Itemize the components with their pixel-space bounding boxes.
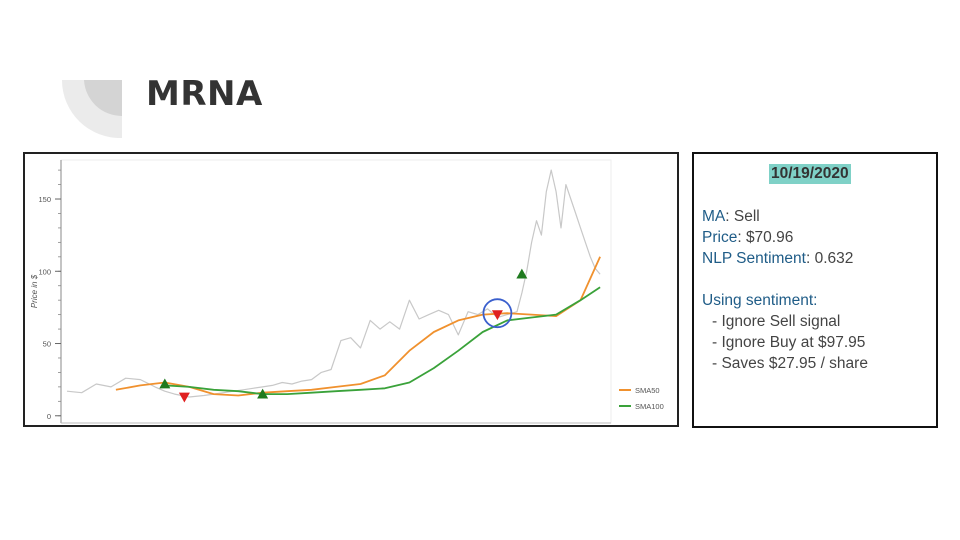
using-sentiment-heading: Using sentiment:: [702, 290, 868, 311]
buy-signal-marker: [159, 378, 171, 389]
price-label: Price: [702, 229, 738, 246]
nlp-value: : 0.632: [805, 250, 854, 267]
nlp-label: NLP Sentiment: [702, 250, 806, 267]
decorative-quarter-circle-icon: [62, 80, 122, 138]
y-tick-label: 0: [47, 412, 51, 421]
plot-area: [60, 159, 612, 424]
bullet-item: - Saves $27.95 / share: [712, 355, 868, 372]
buy-signal-marker: [257, 388, 269, 399]
y-tick-label: 50: [43, 340, 51, 349]
buy-signal-marker: [516, 268, 528, 279]
ma-row: MA: Sell: [702, 206, 853, 227]
ma-label: MA: [702, 208, 726, 225]
page-title: MRNA: [146, 74, 263, 114]
nlp-row: NLP Sentiment: 0.632: [702, 248, 853, 269]
highlight-circle: [482, 298, 513, 329]
series-line-sma100: [164, 286, 601, 396]
signal-date: 10/19/2020: [769, 164, 851, 184]
y-axis-label: Price in $: [30, 274, 39, 308]
sell-signal-marker: [491, 310, 503, 321]
legend-label: SMA100: [635, 402, 664, 411]
series-line-sma50: [115, 256, 601, 397]
bullet-item: - Ignore Sell signal: [712, 313, 841, 330]
series-line-price: [66, 169, 601, 398]
using-colon: :: [813, 292, 818, 309]
y-tick-label: 100: [38, 267, 51, 276]
price-row: Price: $70.96: [702, 227, 853, 248]
price-value: : $70.96: [737, 229, 794, 246]
y-tick-label: 150: [38, 195, 51, 204]
sell-signal-marker: [178, 392, 190, 403]
using-label: Using sentiment: [702, 292, 814, 309]
signal-info-panel: 10/19/2020 MA: Sell Price: $70.96 NLP Se…: [692, 152, 938, 428]
bullet-item: - Ignore Buy at $97.95: [712, 334, 866, 351]
ma-value: : Sell: [725, 208, 760, 225]
price-chart: 0 50 100 150 Price in $ SMA50 SMA100: [30, 159, 664, 424]
legend-label: SMA50: [635, 386, 660, 395]
chart-container: 0 50 100 150 Price in $ SMA50 SMA100: [23, 152, 679, 427]
